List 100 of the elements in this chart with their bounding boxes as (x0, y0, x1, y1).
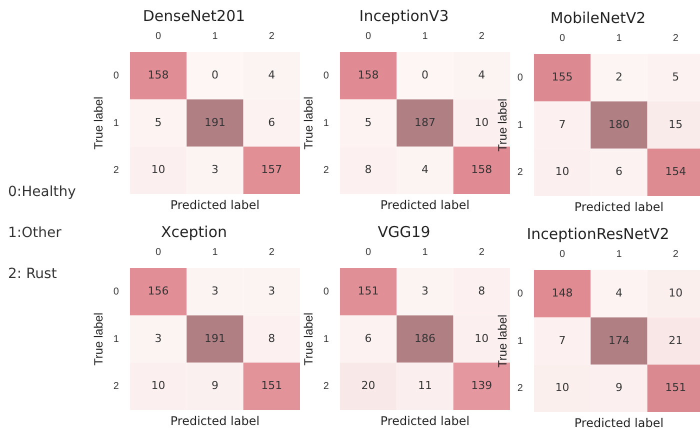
data-label: 10 (555, 165, 570, 178)
data-label: 5 (154, 116, 162, 129)
x-tick-label: 2 (672, 248, 679, 260)
y-tick-label: 0 (113, 286, 120, 298)
y-tick-label: 1 (517, 336, 524, 347)
data-label: 4 (478, 68, 486, 82)
x-tick-label: 1 (422, 246, 428, 258)
data-label: 3 (421, 284, 428, 298)
x-tick-label: 0 (156, 30, 162, 42)
x-tick-label: 2 (478, 30, 485, 42)
data-label: 3 (211, 163, 218, 176)
data-label: 20 (361, 379, 376, 392)
data-label: 3 (154, 332, 162, 345)
x-tick-label: 0 (366, 246, 372, 258)
y-tick-label: 2 (323, 165, 330, 176)
x-axis-title: Predicted label (170, 414, 260, 428)
x-axis-title: Predicted label (380, 414, 470, 428)
y-axis-title: True label (496, 98, 510, 152)
data-label: 4 (421, 163, 428, 176)
chart-title: InceptionResNetV2 (526, 224, 670, 243)
x-tick-label: 0 (560, 248, 566, 260)
data-label: 158 (148, 68, 169, 82)
data-label: 7 (558, 118, 566, 131)
data-label: 10 (474, 332, 489, 345)
data-label: 158 (471, 163, 492, 176)
y-tick-label: 1 (323, 334, 330, 345)
chart-title: VGG19 (378, 222, 430, 241)
data-label: 7 (558, 334, 566, 347)
data-label: 151 (665, 381, 686, 394)
y-tick-label: 0 (517, 72, 524, 84)
y-tick-label: 2 (113, 381, 120, 392)
data-label: 9 (615, 381, 622, 394)
x-tick-label: 0 (366, 30, 372, 42)
x-tick-label: 1 (212, 30, 218, 42)
chart-title: MobileNetV2 (550, 8, 646, 27)
data-label: 6 (268, 116, 276, 129)
data-label: 21 (668, 334, 683, 347)
data-label: 15 (668, 118, 683, 131)
x-tick-label: 1 (616, 248, 622, 260)
y-tick-label: 1 (113, 118, 120, 129)
x-tick-label: 0 (156, 246, 162, 258)
data-label: 10 (151, 379, 166, 392)
data-label: 155 (552, 70, 573, 84)
y-tick-label: 2 (323, 381, 330, 392)
x-tick-label: 1 (616, 32, 622, 44)
x-axis-title: Predicted label (170, 198, 260, 212)
data-label: 6 (615, 165, 622, 178)
data-label: 0 (421, 68, 428, 82)
data-label: 11 (418, 379, 432, 392)
y-axis-title: True label (496, 314, 510, 368)
x-tick-label: 1 (422, 30, 428, 42)
data-label: 191 (204, 332, 226, 345)
chart-title: Xception (160, 222, 228, 241)
y-tick-label: 1 (113, 334, 120, 345)
data-label: 8 (478, 284, 486, 298)
data-label: 191 (204, 116, 226, 129)
data-label: 6 (364, 332, 372, 345)
data-label: 5 (672, 70, 680, 84)
x-axis-title: Predicted label (574, 416, 664, 428)
y-axis-title: True label (92, 312, 106, 366)
text: 2: Rust (8, 265, 58, 284)
y-tick-label: 0 (323, 286, 330, 298)
y-tick-label: 2 (113, 165, 120, 176)
y-tick-label: 1 (323, 118, 330, 129)
y-axis-title: True label (302, 312, 316, 366)
data-label: 4 (268, 68, 276, 82)
y-tick-label: 0 (323, 70, 330, 82)
data-label: 156 (148, 284, 169, 298)
x-tick-label: 2 (268, 30, 275, 42)
data-label: 8 (364, 163, 372, 176)
y-tick-label: 1 (517, 120, 524, 131)
chart-title: DenseNet201 (142, 6, 246, 25)
y-axis-title: True label (302, 96, 316, 150)
data-label: 158 (358, 68, 379, 82)
data-label: 174 (608, 334, 630, 347)
data-label: 2 (615, 70, 622, 84)
y-tick-label: 2 (517, 167, 524, 178)
data-label: 3 (211, 284, 218, 298)
data-label: 180 (608, 118, 630, 131)
data-label: 151 (261, 379, 282, 392)
y-axis-title: True label (92, 96, 106, 150)
data-label: 3 (268, 284, 276, 298)
y-tick-label: 2 (517, 383, 524, 394)
data-label: 8 (268, 332, 276, 345)
x-tick-label: 1 (212, 246, 218, 258)
data-label: 10 (555, 381, 570, 394)
chart-title: InceptionV3 (359, 6, 449, 25)
data-label: 187 (414, 116, 436, 129)
data-label: 4 (615, 286, 622, 300)
data-label: 0 (211, 68, 218, 82)
y-tick-label: 0 (517, 288, 524, 300)
x-tick-label: 0 (560, 32, 566, 44)
data-label: 154 (665, 165, 686, 178)
y-tick-label: 0 (113, 70, 120, 82)
x-tick-label: 2 (672, 32, 679, 44)
data-label: 10 (151, 163, 166, 176)
text: 0:Healthy (8, 183, 77, 202)
data-label: 9 (211, 379, 218, 392)
data-label: 10 (474, 116, 489, 129)
data-label: 157 (261, 163, 282, 176)
